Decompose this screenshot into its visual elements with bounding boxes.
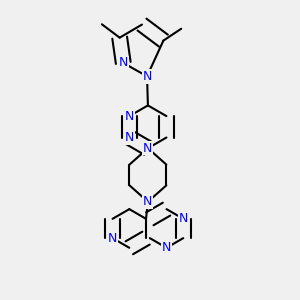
Text: N: N: [162, 241, 171, 254]
Text: N: N: [142, 70, 152, 83]
Text: N: N: [118, 56, 128, 69]
Text: N: N: [108, 232, 117, 244]
Text: N: N: [143, 195, 153, 208]
Text: N: N: [125, 110, 134, 123]
Text: N: N: [143, 142, 153, 155]
Text: N: N: [125, 131, 134, 144]
Text: N: N: [178, 212, 188, 225]
